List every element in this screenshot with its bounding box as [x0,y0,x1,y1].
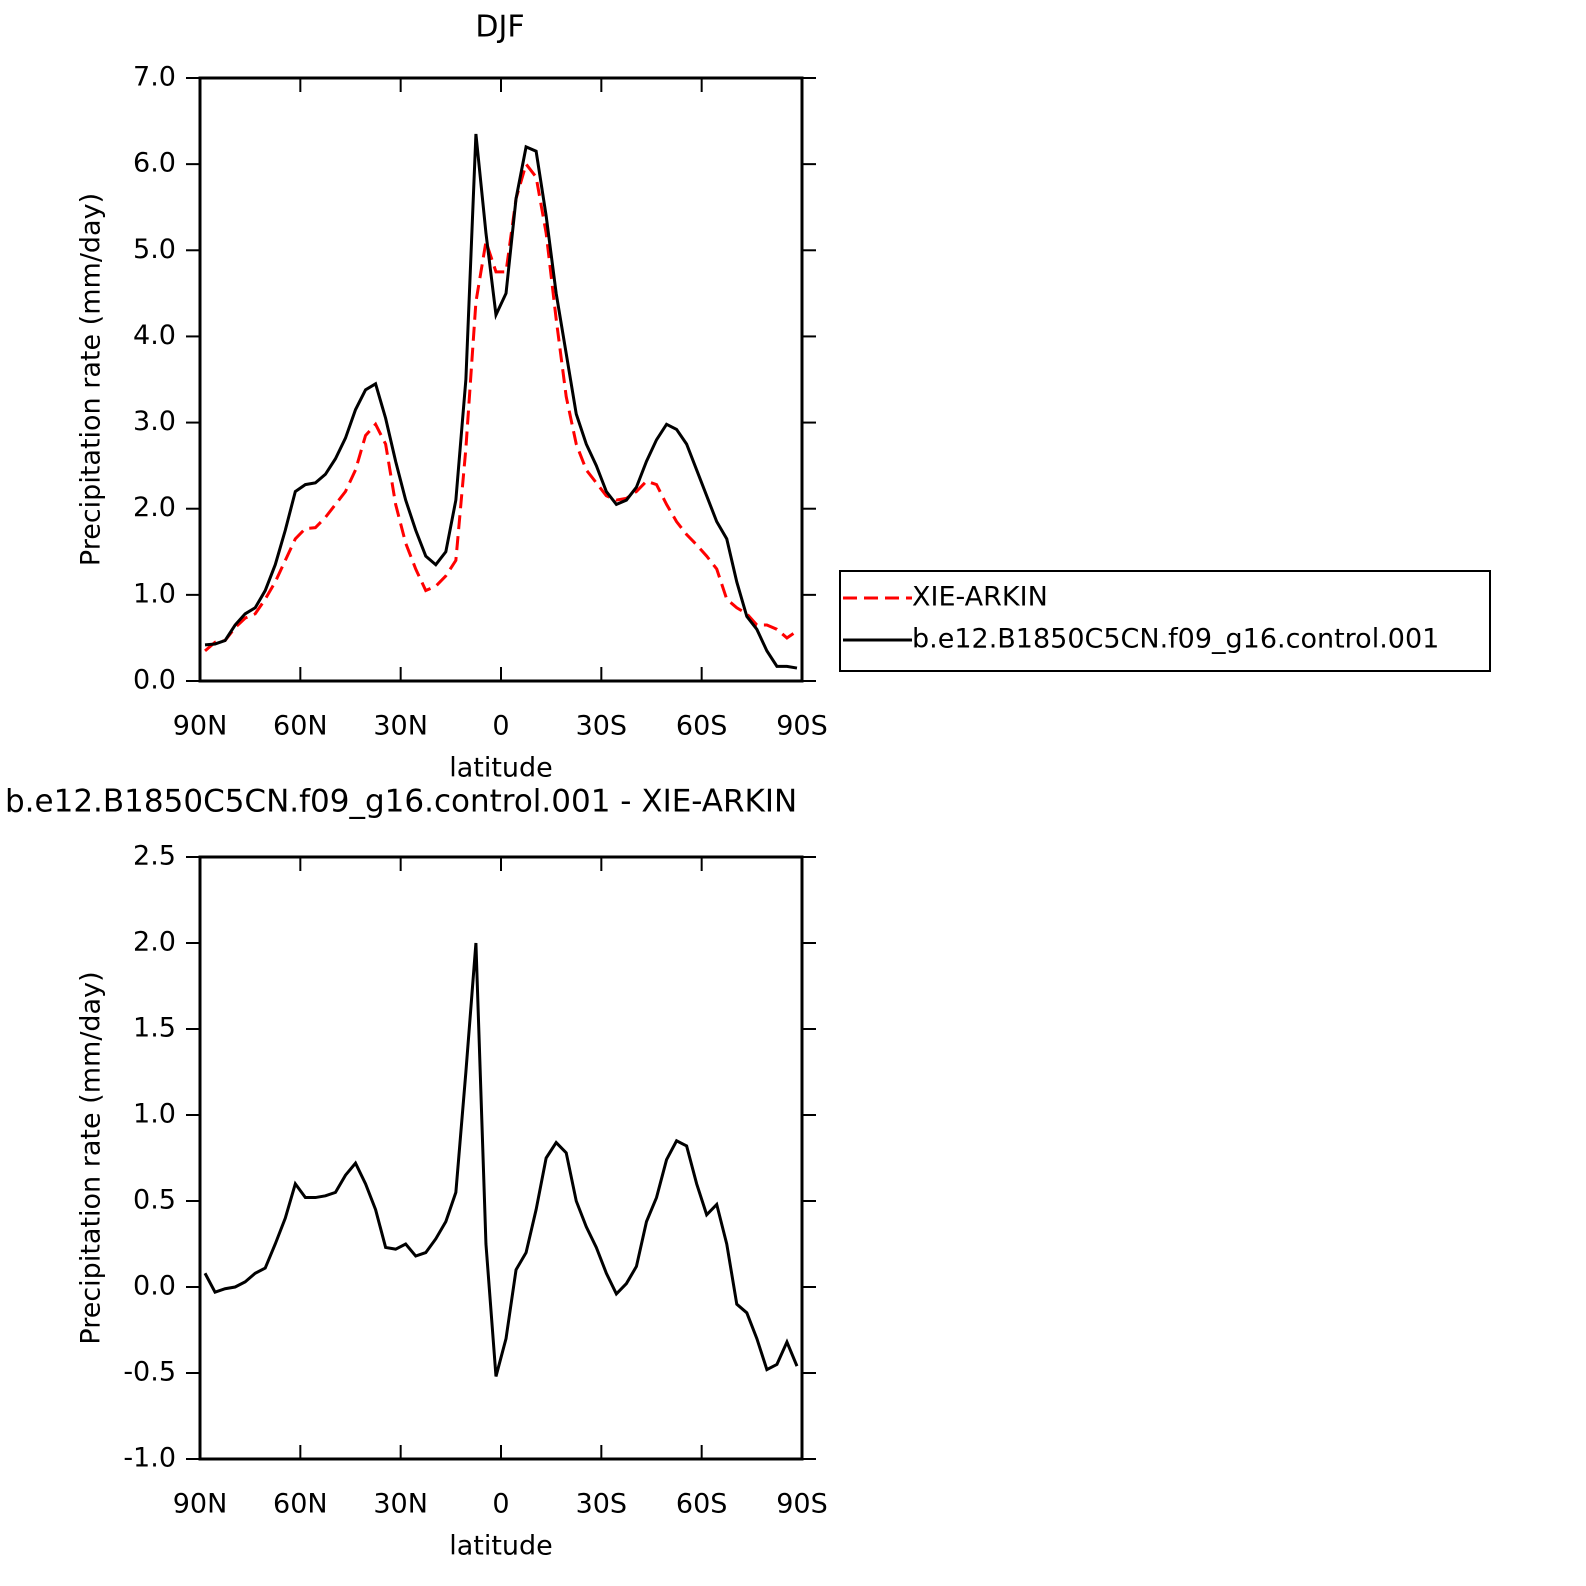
legend-label: b.e12.B1850C5CN.f09_g16.control.001 [912,624,1439,655]
x-tick-label: 60N [273,1489,328,1520]
y-tick-label: 1.5 [133,1013,176,1044]
y-tick-label: 3.0 [133,406,176,437]
x-tick-label: 90S [776,1489,828,1520]
x-tick-label: 90N [173,1489,228,1520]
y-axis-label: Precipitation rate (mm/day) [76,193,107,566]
x-tick-label: 60S [676,711,728,742]
y-tick-label: 0.0 [133,665,176,696]
x-tick-label: 60N [273,711,328,742]
x-tick-label: 30N [373,711,428,742]
y-tick-label: 7.0 [133,62,176,93]
x-tick-label: 30S [576,711,628,742]
x-tick-label: 30S [576,1489,628,1520]
data-line [204,133,798,670]
plot-frame [198,76,804,683]
y-axis-label: Precipitation rate (mm/day) [76,971,107,1344]
y-tick-label: -0.5 [123,1357,176,1388]
x-tick-label: 90N [173,711,228,742]
data-line [203,942,799,1377]
data-line [204,160,798,652]
y-tick-label: 4.0 [133,320,176,351]
x-tick-label: 30N [373,1489,428,1520]
plot-frame [198,855,804,1461]
x-tick-label: 0 [492,1489,509,1520]
y-tick-label: 0.5 [133,1185,176,1216]
y-tick-label: 2.0 [133,492,176,523]
x-tick-label: 90S [776,711,828,742]
y-tick-label: 2.0 [133,927,176,958]
chart-title: b.e12.B1850C5CN.f09_g16.control.001 - XI… [5,784,797,820]
chart-title: DJF [475,10,524,45]
y-tick-label: 2.5 [133,841,176,872]
x-tick-label: 60S [676,1489,728,1520]
y-tick-label: 6.0 [133,148,176,179]
y-tick-label: 0.0 [133,1271,176,1302]
y-tick-label: 1.0 [133,578,176,609]
y-tick-label: 1.0 [133,1099,176,1130]
x-axis-label: latitude [449,1531,553,1562]
x-axis-label: latitude [449,753,553,784]
legend-box [839,570,1491,672]
y-tick-label: -1.0 [123,1443,176,1474]
legend-label: XIE-ARKIN [912,582,1048,613]
y-tick-label: 5.0 [133,234,176,265]
x-tick-label: 0 [492,711,509,742]
